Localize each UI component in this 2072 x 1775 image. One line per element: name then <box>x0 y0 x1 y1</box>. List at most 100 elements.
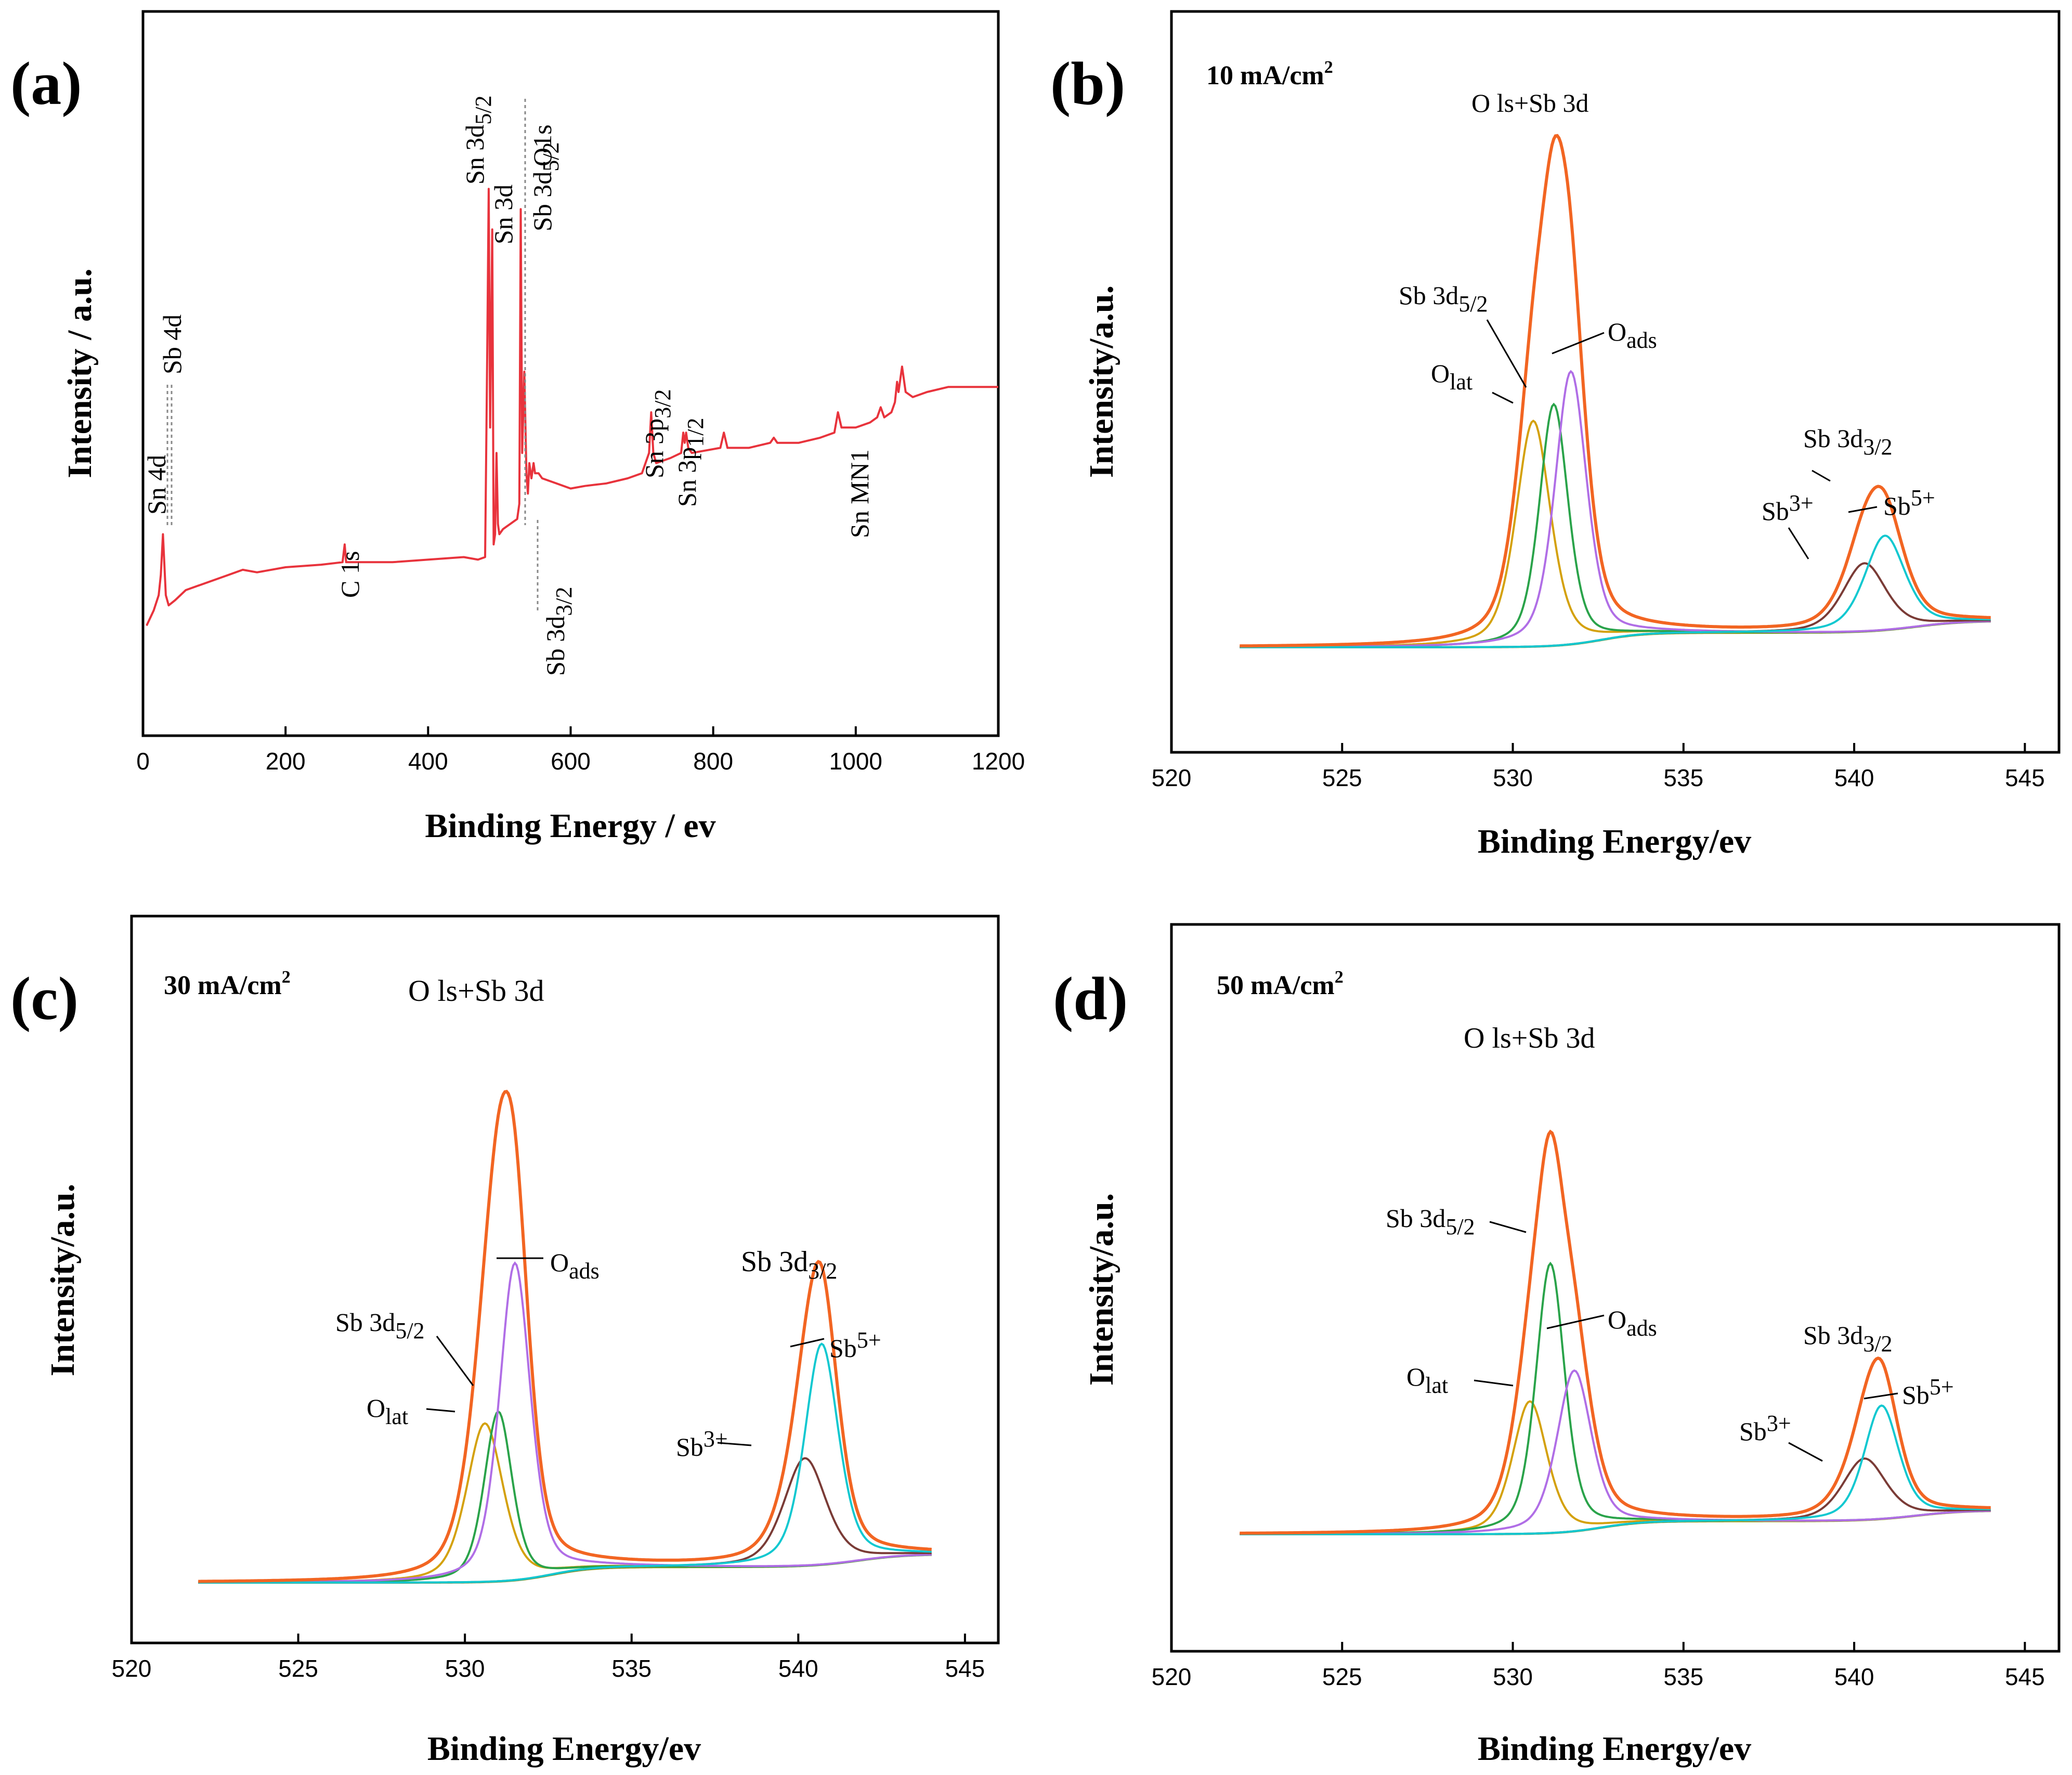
panel-c-oads-label: Oads <box>550 1248 600 1284</box>
panel-a-plot <box>146 188 998 627</box>
panel-b-sb5-label: Sb5+ <box>1883 485 1935 520</box>
oads-component-line <box>1240 1369 1991 1535</box>
sb5plus-component-line <box>198 1342 932 1584</box>
panel-b-frame <box>1170 10 2061 754</box>
x-tick-label: 525 <box>1322 1663 1362 1690</box>
panel-d-sb5-label: Sb5+ <box>1902 1374 1954 1409</box>
panel-d-label: (d) <box>1053 964 1128 1033</box>
x-tick-label: 540 <box>778 1655 818 1682</box>
envelope-line <box>1240 1129 1991 1535</box>
panel-b-oads-label: Oads <box>1608 317 1657 353</box>
panel-b: (b) 10 mA/cm2 520 525 530 535 540 545 Binding… <box>1050 10 2061 860</box>
panel-c-condition: 30 mA/cm2 <box>164 968 291 1000</box>
sb5plus-component-line <box>1240 1404 1991 1535</box>
panel-b-olat-label: Olat <box>1431 359 1472 395</box>
panel-b-main-label: O ls+Sb 3d <box>1471 88 1588 118</box>
x-tick-label: 520 <box>112 1655 152 1682</box>
panel-d-sb3d52-label: Sb 3d5/2 <box>1386 1204 1475 1239</box>
panel-c-main-label: O ls+Sb 3d <box>408 974 544 1008</box>
panel-b-sb3d32-label: Sb 3d3/2 <box>1803 424 1893 460</box>
x-tick-label: 1000 <box>829 748 882 775</box>
x-tick-label: 545 <box>2005 764 2045 791</box>
panel-d-ylabel: Intensity/a.u. <box>1083 1193 1120 1386</box>
ann-sn3d: Sn 3d <box>489 185 518 244</box>
panel-c: (c) 30 mA/cm2 520 525 530 535 540 545 Binding… <box>10 915 1000 1768</box>
sb5plus-component-line <box>1240 534 1991 648</box>
ann-o1s: O1s <box>528 124 557 166</box>
panel-c-frame <box>130 915 1000 1645</box>
panel-a-ylabel: Intensity / a.u. <box>61 268 99 478</box>
ann-sb4d: Sb 4d <box>158 315 187 374</box>
ann-sb3d32: Sb 3d3/2 <box>541 586 577 676</box>
ann-snmn1: Sn MN1 <box>845 449 874 538</box>
panel-d-sb3d32-label: Sb 3d3/2 <box>1803 1321 1893 1356</box>
x-tick-label: 520 <box>1152 1663 1192 1690</box>
x-tick-label: 535 <box>1663 764 1703 791</box>
x-tick-label: 540 <box>1834 764 1874 791</box>
panel-b-plot <box>1240 134 1991 648</box>
panel-a-frame <box>141 10 1000 737</box>
ann-sn3d52: Sn 3d5/2 <box>460 95 496 185</box>
ann-sn3p12: Sn 3p1/2 <box>672 417 708 507</box>
panel-d-condition: 50 mA/cm2 <box>1217 968 1344 1000</box>
oads-component-line <box>198 1261 932 1584</box>
ann-sb3d52: Sb 3d5/2 <box>528 142 564 231</box>
panel-c-sb3-label: Sb3+ <box>676 1426 728 1461</box>
panel-c-ylabel: Intensity/a.u. <box>44 1184 82 1376</box>
panel-d-olat-label: Olat <box>1406 1362 1448 1398</box>
panel-c-xlabel: Binding Energy/ev <box>427 1730 701 1768</box>
panel-d-oads-label: Oads <box>1608 1305 1657 1341</box>
panel-a-xlabel: Binding Energy / ev <box>425 807 715 845</box>
ann-c1s: C 1s <box>335 551 364 598</box>
panel-b-label: (b) <box>1050 49 1125 118</box>
panel-d-plot <box>1240 1129 1991 1535</box>
panel-c-label: (c) <box>10 964 79 1033</box>
x-tick-label: 600 <box>551 748 591 775</box>
oads-component-line <box>1240 370 1991 648</box>
panel-b-arrows <box>1486 319 1878 559</box>
x-tick-label: 520 <box>1152 764 1192 791</box>
panel-b-x-ticks: 520 525 530 535 540 545 <box>1152 743 2045 791</box>
panel-a-x-ticks: 0 200 400 600 800 1000 1200 <box>136 726 1025 775</box>
panel-d-arrows <box>1474 1221 1898 1462</box>
x-tick-label: 545 <box>945 1655 985 1682</box>
panel-a: (a) 0 200 400 600 800 1000 1200 Binding Energy… <box>10 10 1025 845</box>
panel-c-x-ticks: 520 525 530 535 540 545 <box>112 1634 985 1682</box>
panel-c-sb3d32-label: Sb 3d3/2 <box>741 1246 837 1284</box>
envelope-line <box>1240 134 1991 648</box>
x-tick-label: 530 <box>445 1655 485 1682</box>
panel-a-guides <box>166 99 539 614</box>
x-tick-label: 1200 <box>972 748 1025 775</box>
x-tick-label: 525 <box>1322 764 1362 791</box>
sb3plus-component-line <box>1240 562 1991 648</box>
x-tick-label: 540 <box>1834 1663 1874 1690</box>
panel-d: (d) 50 mA/cm2 520 525 530 535 540 545 Binding… <box>1053 923 2061 1768</box>
panel-b-ylabel: Intensity/a.u. <box>1083 285 1120 478</box>
sb3d52-component-line <box>198 1410 932 1584</box>
envelope-line <box>198 1090 932 1583</box>
x-tick-label: 800 <box>693 748 733 775</box>
panel-d-xlabel: Binding Energy/ev <box>1478 1730 1751 1768</box>
panel-a-label: (a) <box>10 49 82 118</box>
ann-sn3p32: Sn 3p3/2 <box>640 389 675 478</box>
x-tick-label: 530 <box>1493 764 1533 791</box>
panel-c-plot <box>198 1090 932 1584</box>
x-tick-label: 535 <box>611 1655 651 1682</box>
x-tick-label: 525 <box>278 1655 318 1682</box>
panel-d-main-label: O ls+Sb 3d <box>1464 1022 1595 1054</box>
olat-component-line <box>1240 1400 1991 1535</box>
x-tick-label: 200 <box>266 748 306 775</box>
panel-c-sb5-label: Sb5+ <box>829 1327 881 1363</box>
panel-c-sb3d52-label: Sb 3d5/2 <box>335 1308 425 1343</box>
panel-b-condition: 10 mA/cm2 <box>1206 58 1333 90</box>
ann-sn4d: Sn 4d <box>142 455 171 515</box>
panel-c-olat-label: Olat <box>367 1393 408 1429</box>
panel-d-sb3-label: Sb3+ <box>1739 1411 1791 1446</box>
panel-c-arrows <box>426 1257 825 1446</box>
x-tick-label: 530 <box>1493 1663 1533 1690</box>
survey-spectrum-line <box>146 188 998 627</box>
x-tick-label: 545 <box>2005 1663 2045 1690</box>
panel-d-x-ticks: 520 525 530 535 540 545 <box>1152 1642 2045 1690</box>
panel-b-sb3d52-label: Sb 3d5/2 <box>1399 281 1488 317</box>
